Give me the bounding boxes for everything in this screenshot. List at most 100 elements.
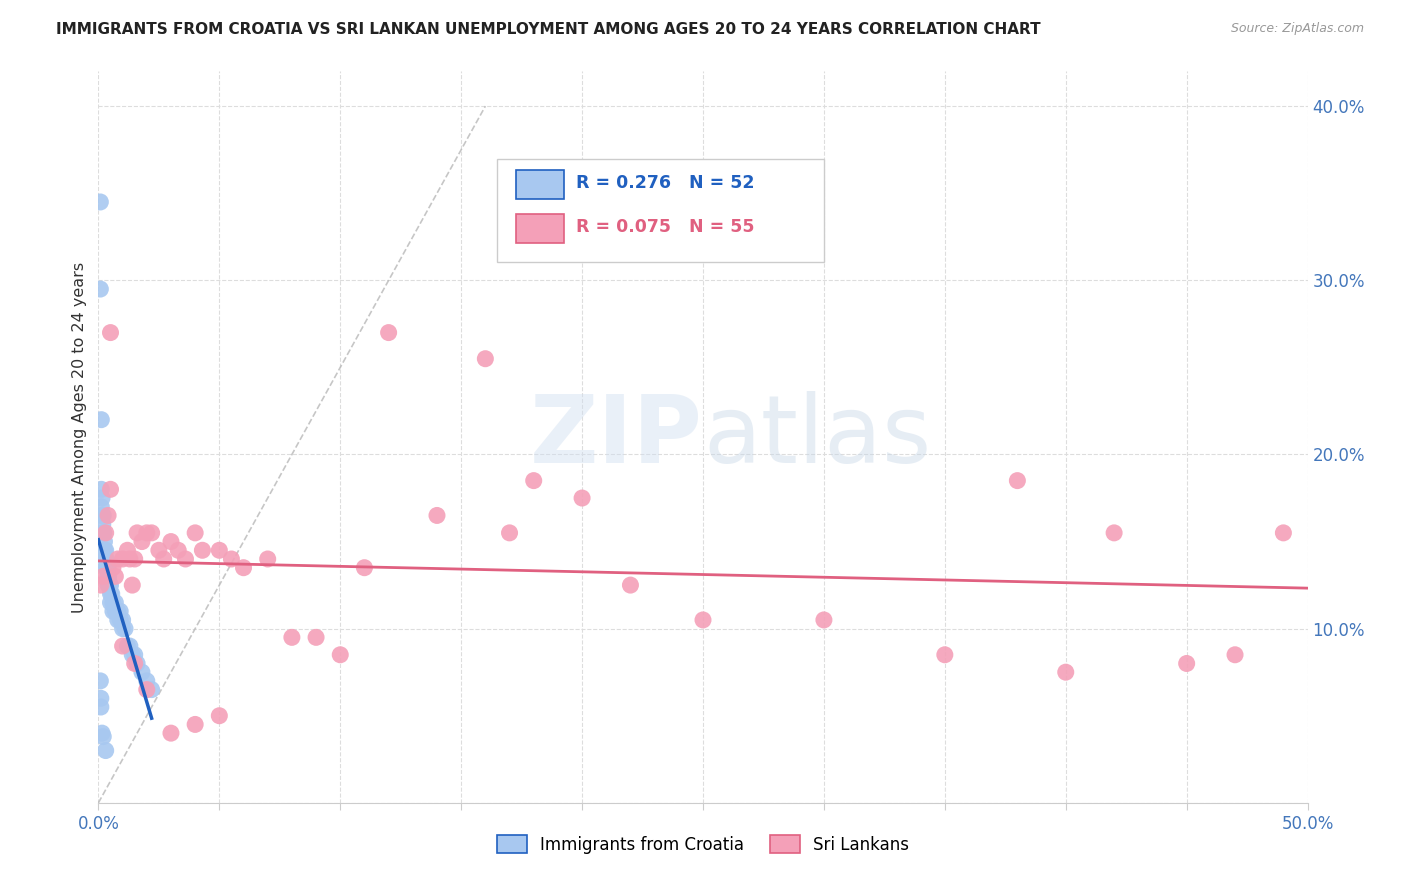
Point xyxy=(104,569,127,583)
Point xyxy=(100,483,122,497)
Point xyxy=(100,578,122,592)
Point xyxy=(98,578,121,592)
Point xyxy=(377,326,399,340)
Point xyxy=(96,552,118,566)
Point xyxy=(124,648,146,662)
Point xyxy=(101,560,124,574)
Point xyxy=(121,648,143,662)
Point xyxy=(97,578,120,592)
Text: ZIP: ZIP xyxy=(530,391,703,483)
Point xyxy=(474,351,496,366)
Point xyxy=(94,743,117,757)
Point xyxy=(90,500,112,514)
Point xyxy=(97,560,120,574)
Point xyxy=(90,412,112,426)
Point xyxy=(91,730,114,744)
Point xyxy=(93,543,115,558)
Point xyxy=(148,543,170,558)
Point xyxy=(118,552,141,566)
Point xyxy=(208,708,231,723)
Point xyxy=(160,726,183,740)
Point xyxy=(131,665,153,680)
Point xyxy=(111,639,134,653)
Point xyxy=(108,613,131,627)
Point xyxy=(619,578,641,592)
Point xyxy=(135,525,157,540)
Point xyxy=(111,622,134,636)
Point xyxy=(152,552,174,566)
Y-axis label: Unemployment Among Ages 20 to 24 years: Unemployment Among Ages 20 to 24 years xyxy=(72,261,87,613)
Text: atlas: atlas xyxy=(703,391,931,483)
Point xyxy=(121,578,143,592)
Point xyxy=(90,578,112,592)
Point xyxy=(101,595,124,609)
Point xyxy=(160,534,183,549)
Point xyxy=(127,525,149,540)
Point xyxy=(191,543,214,558)
Point xyxy=(329,648,352,662)
Point xyxy=(91,569,114,583)
Point xyxy=(91,726,114,740)
Point xyxy=(498,525,520,540)
Point xyxy=(90,700,112,714)
Text: Source: ZipAtlas.com: Source: ZipAtlas.com xyxy=(1230,22,1364,36)
Point xyxy=(91,508,114,523)
Legend: Immigrants from Croatia, Sri Lankans: Immigrants from Croatia, Sri Lankans xyxy=(491,829,915,860)
Point xyxy=(91,525,114,540)
Point xyxy=(523,474,546,488)
Point xyxy=(571,491,593,505)
Point xyxy=(174,552,197,566)
Point xyxy=(89,194,111,209)
Point xyxy=(426,508,449,523)
Point xyxy=(101,604,124,618)
Point xyxy=(111,552,134,566)
Point xyxy=(353,560,375,574)
Point xyxy=(94,543,117,558)
Point xyxy=(96,560,118,574)
Point xyxy=(93,525,115,540)
Point xyxy=(107,613,129,627)
Point xyxy=(124,657,146,671)
Text: R = 0.075   N = 55: R = 0.075 N = 55 xyxy=(576,219,755,236)
Point xyxy=(281,631,304,645)
Bar xyxy=(516,214,564,244)
Point xyxy=(135,673,157,688)
Point xyxy=(104,595,127,609)
Point xyxy=(141,682,163,697)
Point xyxy=(167,543,190,558)
Point xyxy=(208,543,231,558)
Point xyxy=(114,622,136,636)
Point xyxy=(107,604,129,618)
Point xyxy=(108,604,131,618)
Point xyxy=(127,657,149,671)
Point xyxy=(118,639,141,653)
Point xyxy=(305,631,328,645)
Bar xyxy=(516,170,564,200)
Point xyxy=(107,552,129,566)
Point xyxy=(1054,665,1077,680)
Point xyxy=(97,569,120,583)
Point xyxy=(117,543,139,558)
Point xyxy=(1102,525,1125,540)
Point xyxy=(934,648,956,662)
Point xyxy=(89,673,111,688)
Point xyxy=(111,613,134,627)
Point xyxy=(97,569,120,583)
Point xyxy=(90,691,112,706)
Point xyxy=(100,587,122,601)
Text: IMMIGRANTS FROM CROATIA VS SRI LANKAN UNEMPLOYMENT AMONG AGES 20 TO 24 YEARS COR: IMMIGRANTS FROM CROATIA VS SRI LANKAN UN… xyxy=(56,22,1040,37)
Point xyxy=(1175,657,1198,671)
Point xyxy=(94,560,117,574)
Point xyxy=(221,552,243,566)
Point xyxy=(1223,648,1246,662)
Point xyxy=(117,639,139,653)
Point xyxy=(131,534,153,549)
Point xyxy=(94,525,117,540)
Point xyxy=(100,326,122,340)
Point xyxy=(90,483,112,497)
Point xyxy=(1272,525,1295,540)
Point xyxy=(94,552,117,566)
Point xyxy=(91,508,114,523)
Point xyxy=(184,525,207,540)
Point xyxy=(100,595,122,609)
